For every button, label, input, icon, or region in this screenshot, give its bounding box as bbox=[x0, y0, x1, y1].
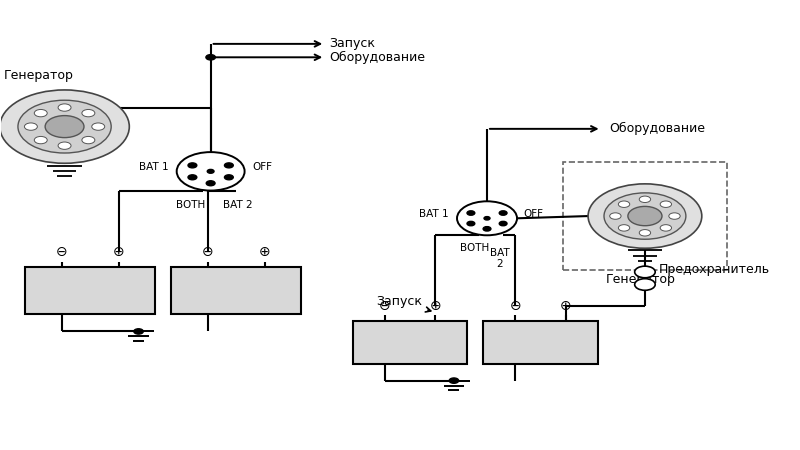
Text: Запуск: Запуск bbox=[329, 37, 375, 50]
Circle shape bbox=[669, 213, 680, 219]
Circle shape bbox=[467, 221, 475, 226]
Text: BAT
2: BAT 2 bbox=[490, 248, 510, 270]
Text: ⊕: ⊕ bbox=[430, 299, 441, 313]
Circle shape bbox=[206, 181, 215, 186]
Circle shape bbox=[45, 116, 84, 138]
Circle shape bbox=[634, 279, 655, 290]
Circle shape bbox=[82, 109, 95, 117]
Circle shape bbox=[34, 109, 47, 117]
Circle shape bbox=[34, 136, 47, 144]
Circle shape bbox=[639, 230, 650, 236]
Text: ⊕: ⊕ bbox=[560, 299, 571, 313]
Circle shape bbox=[499, 221, 507, 226]
FancyBboxPatch shape bbox=[353, 321, 467, 364]
Circle shape bbox=[225, 163, 234, 168]
Text: BOTH: BOTH bbox=[460, 243, 489, 253]
Text: ⊖: ⊖ bbox=[510, 299, 521, 313]
Circle shape bbox=[618, 201, 630, 207]
Circle shape bbox=[618, 225, 630, 231]
Circle shape bbox=[92, 123, 105, 130]
Circle shape bbox=[588, 184, 702, 248]
Text: Оборудование: Оборудование bbox=[329, 51, 425, 64]
Circle shape bbox=[207, 169, 214, 173]
Text: BOTH: BOTH bbox=[176, 200, 206, 211]
Circle shape bbox=[660, 225, 671, 231]
Circle shape bbox=[0, 90, 130, 163]
Text: ⊕: ⊕ bbox=[113, 245, 125, 260]
Circle shape bbox=[134, 329, 143, 334]
FancyBboxPatch shape bbox=[483, 321, 598, 364]
Circle shape bbox=[177, 152, 245, 190]
Text: BAT 1: BAT 1 bbox=[419, 209, 449, 219]
Circle shape bbox=[457, 201, 517, 235]
Text: BAT 1: BAT 1 bbox=[139, 162, 169, 172]
Text: ⊕: ⊕ bbox=[259, 245, 270, 260]
Circle shape bbox=[225, 175, 234, 180]
Circle shape bbox=[188, 175, 197, 180]
Text: Генератор: Генератор bbox=[4, 69, 74, 82]
Circle shape bbox=[18, 100, 111, 153]
Circle shape bbox=[484, 216, 490, 220]
Circle shape bbox=[25, 123, 38, 130]
Circle shape bbox=[634, 266, 655, 278]
Text: Предохранитель: Предохранитель bbox=[659, 263, 770, 276]
Circle shape bbox=[82, 136, 95, 144]
FancyBboxPatch shape bbox=[171, 267, 302, 315]
Text: ⊖: ⊖ bbox=[379, 299, 390, 313]
Circle shape bbox=[628, 207, 662, 226]
Circle shape bbox=[483, 227, 491, 231]
Circle shape bbox=[206, 54, 215, 60]
Circle shape bbox=[610, 213, 621, 219]
Text: OFF: OFF bbox=[523, 209, 543, 219]
Text: ⊖: ⊖ bbox=[56, 245, 67, 260]
Text: Запуск: Запуск bbox=[377, 296, 430, 312]
Text: ⊖: ⊖ bbox=[202, 245, 214, 260]
Text: Оборудование: Оборудование bbox=[610, 122, 706, 135]
FancyBboxPatch shape bbox=[25, 267, 155, 315]
Circle shape bbox=[188, 163, 197, 168]
Circle shape bbox=[639, 196, 650, 202]
Circle shape bbox=[604, 193, 686, 239]
Circle shape bbox=[499, 211, 507, 215]
Circle shape bbox=[467, 211, 475, 215]
Circle shape bbox=[449, 378, 458, 383]
Circle shape bbox=[660, 201, 671, 207]
Circle shape bbox=[58, 142, 71, 149]
Text: OFF: OFF bbox=[253, 162, 273, 172]
Text: Генератор: Генератор bbox=[606, 273, 676, 286]
Text: BAT 2: BAT 2 bbox=[222, 200, 252, 211]
Circle shape bbox=[58, 104, 71, 111]
